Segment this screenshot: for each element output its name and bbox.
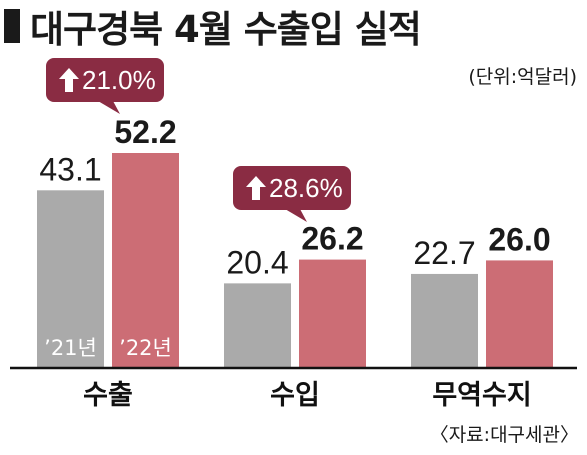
growth-callout [46,58,164,102]
unit-label: (단위:억달러) [468,66,577,88]
value-label: 22.7 [413,235,475,271]
bar-2022-2 [486,260,553,367]
growth-callout-text: 21.0% [82,65,156,95]
legend-label-2021: ’21년 [44,336,97,360]
title-marker [4,9,20,43]
value-label: 26.0 [488,221,550,257]
bar-2021-1 [224,283,291,367]
callout-pointer [98,101,120,114]
value-label: 52.2 [114,114,176,150]
up-arrow-icon [59,68,79,92]
bar-2022-0 [112,153,179,367]
legend-label-2022: ’22년 [119,336,172,360]
category-label: 무역수지 [432,380,531,411]
bar-2021-0 [37,190,104,367]
category-label: 수출 [83,380,133,411]
value-label: 43.1 [39,151,101,187]
source-label: 〈자료:대구세관〉 [429,424,579,446]
growth-callout-text: 28.6% [269,173,343,203]
callout-pointer [285,209,307,222]
chart-title: 대구경북 4월 수출입 실적 [30,8,422,51]
value-label: 20.4 [226,244,288,280]
bar-2021-2 [411,273,478,367]
value-label: 26.2 [301,221,363,257]
category-label: 수입 [270,380,320,411]
growth-callout [233,166,351,210]
up-arrow-icon [246,176,266,200]
bar-2022-1 [299,259,366,367]
title-block: 대구경북 4월 수출입 실적 [4,4,422,51]
